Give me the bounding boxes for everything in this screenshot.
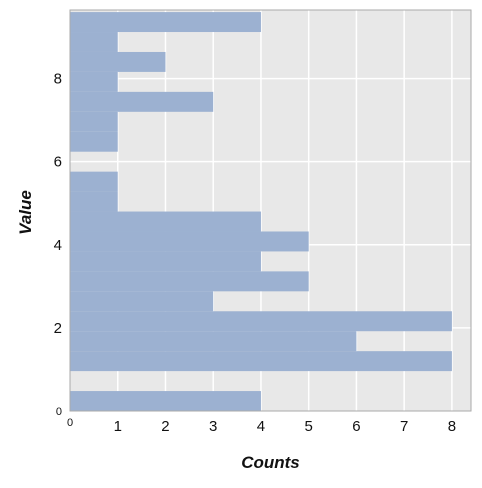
histogram-bar [70,91,214,112]
y-axis-title: Value [16,190,35,235]
y-tick-labels: 0 2 4 6 8 [54,71,62,418]
histogram-bar [70,171,118,192]
histogram-bar [70,71,118,92]
y-tick-label: 2 [54,320,62,337]
bars [70,12,452,411]
histogram-bar [70,291,214,312]
histogram-bar [70,191,118,212]
histogram-bar [70,111,118,132]
histogram-bar [70,391,261,411]
histogram-bar [70,32,118,52]
x-tick-labels: 0 1 2 3 4 5 6 7 8 [67,417,456,435]
histogram-bar [70,231,309,252]
histogram-bar [70,211,261,232]
histogram-bar [70,51,166,72]
x-tick-label: 2 [161,418,169,435]
x-tick-label: 3 [209,418,217,435]
histogram-bar [70,251,261,272]
y-tick-label: 6 [54,154,62,171]
x-tick-label: 8 [448,418,456,435]
y-tick-label: 0 [56,406,62,418]
x-tick-label: 7 [400,418,408,435]
histogram-bar [70,311,452,332]
plot-frame [69,9,472,412]
histogram-bar [70,351,452,372]
histogram-bar [70,331,357,352]
x-axis-title: Counts [241,453,300,472]
x-tick-label: 1 [114,418,122,435]
histogram-bar [70,271,309,292]
histogram-bar [70,131,118,152]
y-tick-label: 4 [54,237,62,254]
y-tick-label: 8 [54,71,62,88]
x-tick-label: 0 [67,417,73,429]
histogram-bar [70,12,261,33]
x-tick-label: 6 [352,418,360,435]
x-tick-label: 5 [305,418,313,435]
x-tick-label: 4 [257,418,265,435]
